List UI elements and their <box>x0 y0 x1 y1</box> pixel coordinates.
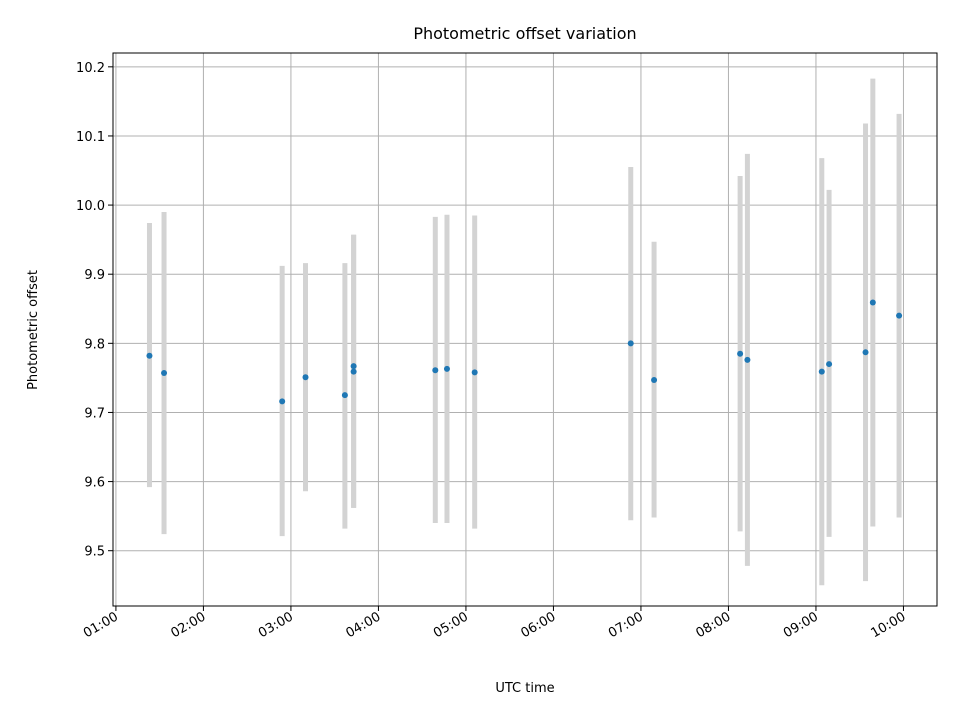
data-point <box>432 367 439 374</box>
data-point <box>302 374 309 381</box>
data-point <box>896 312 903 319</box>
data-point <box>862 349 869 356</box>
grid-lines <box>113 53 937 606</box>
data-point <box>471 369 478 376</box>
chart-title: Photometric offset variation <box>413 24 636 43</box>
data-point <box>869 299 876 306</box>
data-point <box>161 370 168 377</box>
data-point <box>818 368 825 375</box>
y-tick-label: 10.1 <box>76 130 105 145</box>
data-point <box>826 361 833 368</box>
data-point <box>737 350 744 357</box>
y-tick-label: 9.9 <box>84 268 105 283</box>
y-tick-label: 9.5 <box>84 545 105 560</box>
data-points <box>146 299 903 405</box>
y-tick-label: 9.7 <box>84 406 105 421</box>
data-point <box>744 356 751 363</box>
data-point <box>279 398 286 405</box>
y-tick-label: 9.6 <box>84 476 105 491</box>
y-axis-label: Photometric offset <box>26 270 41 390</box>
data-point <box>443 365 450 372</box>
data-point <box>651 376 658 383</box>
data-point <box>350 363 357 370</box>
y-tick-label: 9.8 <box>84 337 105 352</box>
x-axis-label: UTC time <box>495 681 554 696</box>
y-tick-label: 10.0 <box>76 199 105 214</box>
data-point <box>341 392 348 399</box>
data-point <box>627 340 634 347</box>
plot-frame <box>112 52 938 607</box>
y-axis-ticks: 9.5 9.6 9.7 9.8 9.9 10.0 10.1 10.2 <box>76 61 113 560</box>
data-point <box>350 368 357 375</box>
data-point <box>146 352 153 359</box>
y-tick-label: 10.2 <box>76 61 105 76</box>
